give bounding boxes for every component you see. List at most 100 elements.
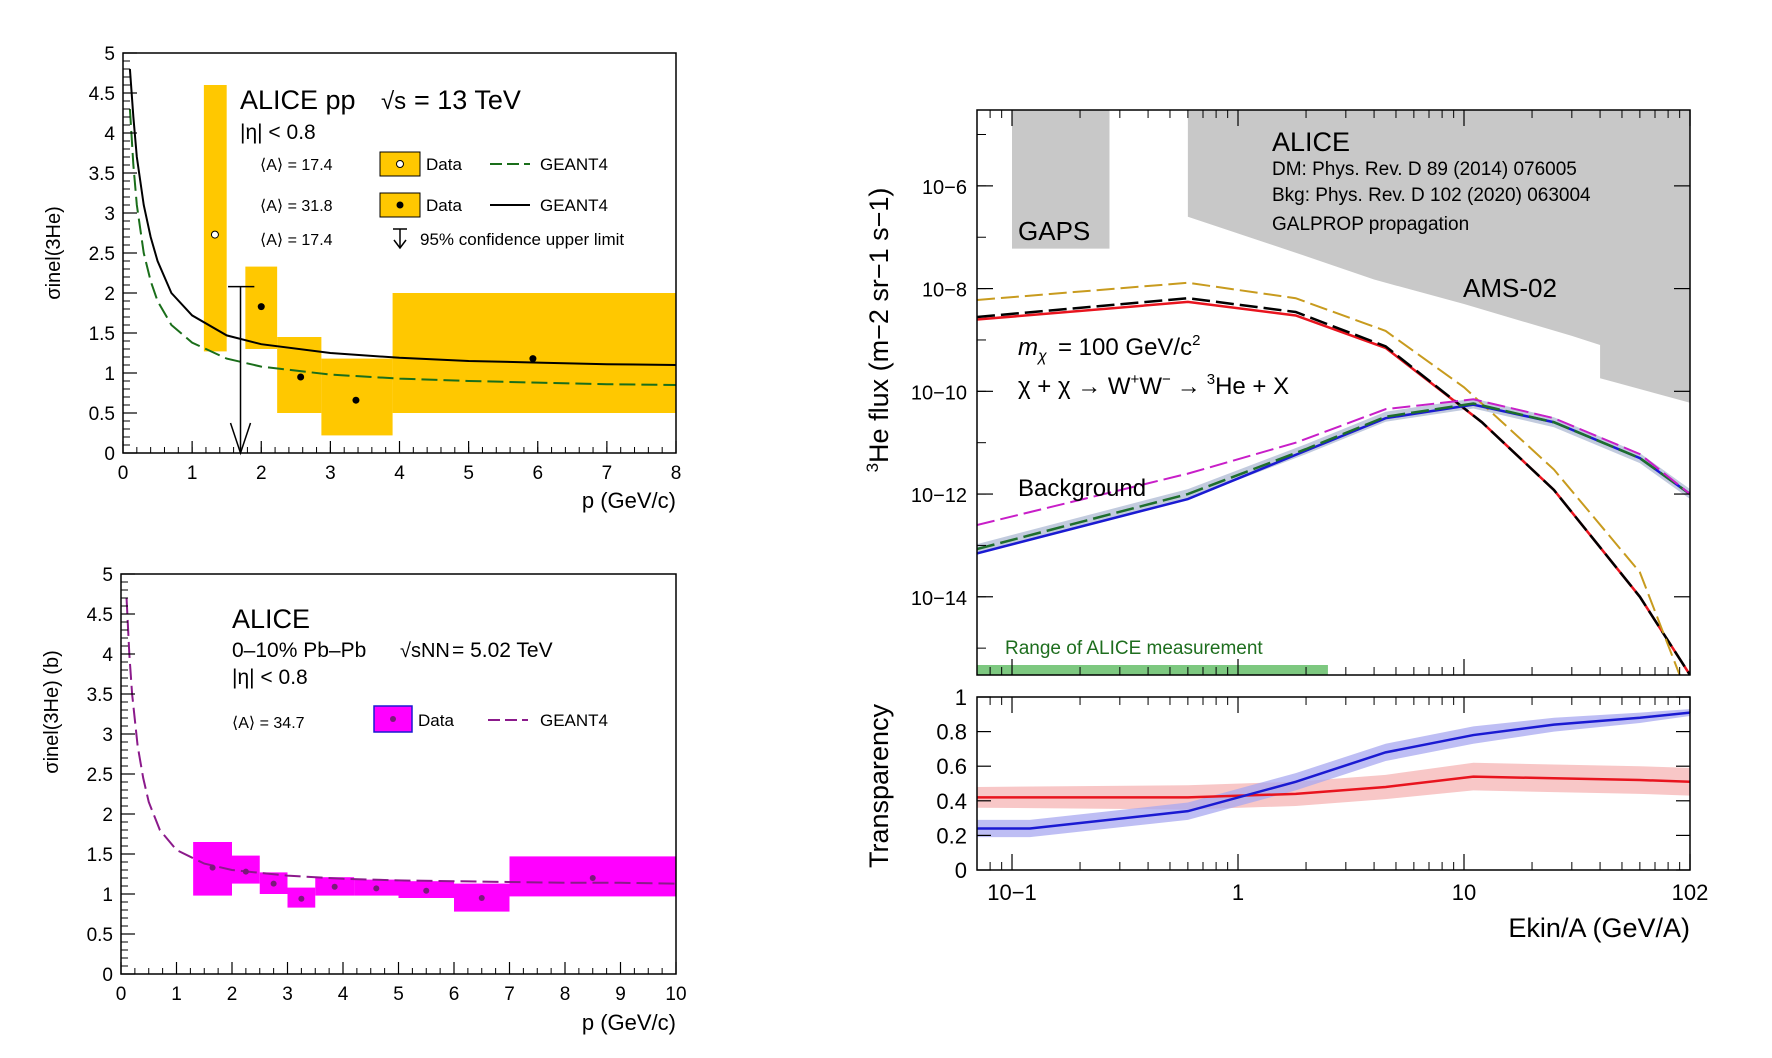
pbpb-ytick-label: 4 bbox=[102, 645, 113, 666]
pbpb-xtick-label: 4 bbox=[338, 984, 349, 1005]
pp-panel: 0 1 2 3 4 5 6 7 8 0 0.5 1 1.5 2 2.5 3 3.5 4 4.5 5 p (GeV/c)… bbox=[43, 44, 681, 513]
pp-legend-label: Data bbox=[426, 155, 462, 174]
flux-curve bbox=[977, 281, 1681, 675]
transparency-ytick-label: 0.4 bbox=[936, 789, 967, 814]
alice-range-bar bbox=[977, 665, 1328, 675]
pbpb-ytick-label: 0.5 bbox=[87, 925, 113, 946]
alice-range-label: Range of ALICE measurement bbox=[1005, 638, 1263, 659]
flux-axes: 10−6 10−8 10−10 10−12 10−14 bbox=[911, 110, 1691, 675]
pp-legend-A: ⟨A⟩ = 17.4 bbox=[260, 157, 333, 174]
pp-title: ALICE pp bbox=[240, 85, 356, 115]
dm-mass-symbol: mχ bbox=[1018, 334, 1047, 365]
flux-ref-bkg: Bkg: Phys. Rev. D 102 (2020) 063004 bbox=[1272, 185, 1591, 206]
pp-ytick-label: 0 bbox=[104, 444, 115, 465]
flux-ytick-label: 10−12 bbox=[911, 485, 967, 507]
pp-data-point bbox=[529, 355, 537, 363]
dm-process-arrow: → bbox=[1177, 373, 1201, 400]
transparency-plot-frame bbox=[976, 696, 1691, 871]
pbpb-data-point bbox=[423, 887, 430, 894]
transparency-line bbox=[977, 775, 1690, 799]
transparency-xtick-label: 10−1 bbox=[987, 880, 1037, 905]
transparency-ytick-label: 0.2 bbox=[936, 823, 967, 848]
transparency-xtick-label: 1 bbox=[1232, 880, 1244, 905]
transparency-ytick-label: 0.6 bbox=[936, 754, 967, 779]
pp-syst-box bbox=[203, 85, 227, 352]
pbpb-data-point bbox=[373, 885, 380, 892]
pbpb-title: ALICE bbox=[232, 604, 310, 634]
pp-ytick-label: 2.5 bbox=[89, 244, 115, 265]
pbpb-xtick-label: 0 bbox=[116, 984, 127, 1005]
gaps-exclusion-region bbox=[1012, 110, 1110, 249]
pp-legend-label: Data bbox=[426, 196, 462, 215]
dm-process-text: χ + χ → W bbox=[1018, 373, 1131, 400]
pbpb-data-point bbox=[331, 883, 338, 890]
flux-curve bbox=[977, 402, 1690, 551]
pp-data-point bbox=[257, 303, 265, 311]
pp-data-point bbox=[352, 396, 360, 404]
dm-mass-label: = 100 GeV/c2 bbox=[1058, 332, 1200, 361]
pbpb-ytick-label: 1 bbox=[102, 885, 113, 906]
pp-xtick-label: 6 bbox=[532, 463, 543, 484]
flux-plot-frame bbox=[976, 109, 1691, 676]
background-label: Background bbox=[1018, 475, 1146, 502]
pp-ytick-label: 4 bbox=[104, 124, 115, 145]
pbpb-xtick-label: 9 bbox=[615, 984, 626, 1005]
pp-legend-A: ⟨A⟩ = 17.4 bbox=[260, 232, 333, 249]
pbpb-xlabel: p (GeV/c) bbox=[582, 1010, 676, 1035]
flux-curve bbox=[977, 398, 1690, 526]
ams02-label: AMS-02 bbox=[1463, 273, 1557, 303]
pbpb-data-points bbox=[209, 864, 596, 902]
transparency-curves bbox=[977, 709, 1690, 838]
flux-curves bbox=[977, 281, 1690, 675]
pbpb-legend-marker bbox=[390, 716, 396, 722]
pp-geant4-line bbox=[128, 68, 676, 366]
transparency-band bbox=[977, 709, 1690, 838]
pp-xlabel: p (GeV/c) bbox=[582, 488, 676, 513]
pp-ytick-label: 4.5 bbox=[89, 84, 115, 105]
flux-ref-dm: DM: Phys. Rev. D 89 (2014) 076005 bbox=[1272, 159, 1577, 180]
flux-ylabel: 3He flux (m−2 sr−1 s−1) bbox=[863, 188, 894, 473]
pbpb-xtick-label: 1 bbox=[171, 984, 182, 1005]
pp-data-points bbox=[210, 230, 537, 456]
pbpb-eta: |η| < 0.8 bbox=[232, 666, 308, 689]
flux-ytick-label: 10−8 bbox=[922, 280, 967, 302]
pp-xtick-label: 2 bbox=[256, 463, 267, 484]
transparency-xlabel: Ekin/A (GeV/A) bbox=[1508, 913, 1690, 943]
pbpb-ytick-label: 2 bbox=[102, 805, 113, 826]
pbpb-ytick-label: 4.5 bbox=[87, 605, 113, 626]
pp-xtick-label: 3 bbox=[325, 463, 336, 484]
sqrt-symbol-pp: √s bbox=[381, 88, 406, 115]
pbpb-data-point bbox=[242, 868, 249, 875]
pp-eta: |η| < 0.8 bbox=[240, 121, 316, 144]
flux-panel: 10−6 10−8 10−10 10−12 10−14 ALICE DM: Phys. … bbox=[863, 109, 1691, 676]
dm-mass-text: = 100 GeV/c bbox=[1058, 334, 1192, 361]
pbpb-ylabel: σinel(3He) (b) bbox=[41, 650, 63, 774]
flux-title: ALICE bbox=[1272, 127, 1350, 157]
pbpb-legend: ⟨A⟩ = 34.7 Data GEANT4 bbox=[232, 705, 608, 733]
flux-ytick-label: 10−6 bbox=[922, 177, 967, 199]
pp-axes: 0 1 2 3 4 5 6 7 8 0 0.5 1 1.5 2 2.5 3 3.5 4 4.5 5 bbox=[89, 44, 682, 484]
pp-legend-model: GEANT4 bbox=[540, 196, 608, 215]
pbpb-ytick-label: 5 bbox=[102, 565, 113, 586]
pp-syst-box bbox=[392, 293, 676, 413]
pp-xtick-label: 4 bbox=[394, 463, 405, 484]
pp-ytick-label: 3.5 bbox=[89, 164, 115, 185]
pp-data-point bbox=[297, 373, 305, 381]
pbpb-legend-model: GEANT4 bbox=[540, 711, 608, 730]
flux-ytick-label: 10−14 bbox=[911, 588, 967, 610]
pbpb-xtick-label: 6 bbox=[449, 984, 460, 1005]
dm-process-label: χ + χ → W+W− → 3He + X bbox=[1018, 371, 1289, 400]
pbpb-data-point bbox=[270, 880, 277, 887]
pp-legend-label: 95% confidence upper limit bbox=[420, 230, 624, 249]
pbpb-xtick-label: 5 bbox=[393, 984, 404, 1005]
pbpb-xtick-label: 8 bbox=[560, 984, 571, 1005]
flux-ytick-label: 10−10 bbox=[911, 382, 967, 404]
flux-ylabel-text: He flux (m−2 sr−1 s−1) bbox=[864, 188, 894, 463]
pp-geant4-line bbox=[128, 108, 676, 386]
flux-ref-galprop: GALPROP propagation bbox=[1272, 214, 1469, 235]
sqrt-symbol-pbpb: √sNN bbox=[400, 640, 450, 662]
pbpb-legend-label: Data bbox=[418, 711, 454, 730]
pbpb-data-point bbox=[478, 895, 485, 901]
pp-geant4-curves bbox=[128, 68, 676, 386]
pp-xtick-label: 5 bbox=[463, 463, 474, 484]
